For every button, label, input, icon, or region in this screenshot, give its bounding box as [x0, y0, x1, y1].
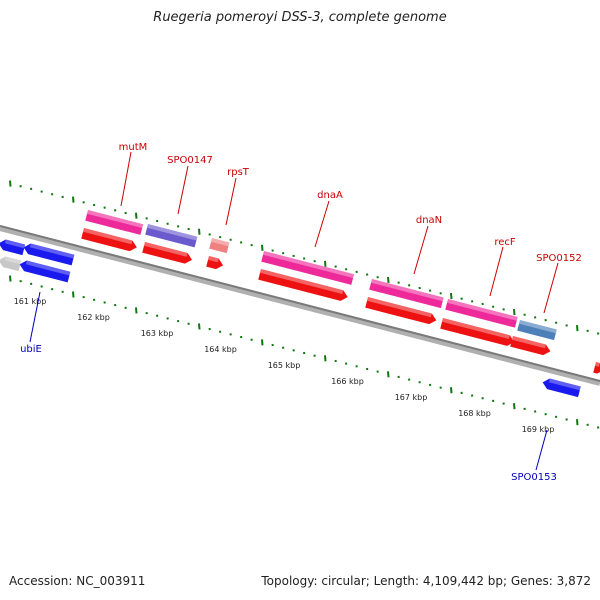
- major-tick: [9, 180, 12, 187]
- cds-arrow: [258, 269, 348, 301]
- cds-arrow: [206, 256, 224, 270]
- gene-feature-rpsT: [209, 238, 230, 254]
- major-tick: [513, 308, 516, 316]
- gene-feature-mutM: [85, 210, 144, 235]
- scale-tick-label: 167 kbp: [395, 393, 428, 402]
- genome-summary-text: Topology: circular; Length: 4,109,442 bp…: [261, 574, 591, 588]
- major-tick: [135, 307, 138, 314]
- scale-tick-label: 165 kbp: [268, 361, 301, 370]
- accession-text: Accession: NC_003911: [9, 574, 146, 588]
- major-tick: [324, 260, 327, 267]
- gene-label: dnaN: [416, 215, 442, 226]
- major-tick: [198, 228, 201, 235]
- major-tick: [261, 244, 264, 251]
- map-title: Ruegeria pomeroyi DSS-3, complete genome: [153, 10, 447, 25]
- major-tick: [261, 339, 264, 346]
- major-tick: [450, 387, 453, 394]
- major-tick: [450, 292, 453, 300]
- major-tick: [576, 325, 579, 332]
- cds-arrow: [510, 336, 551, 356]
- scale-tick-label: 161 kbp: [14, 297, 47, 306]
- leader-line-ubiE: [29, 291, 41, 343]
- major-tick: [513, 403, 516, 410]
- leader-line-dnaA: [314, 200, 330, 248]
- cds-arrow: [142, 242, 193, 264]
- major-tick: [387, 371, 390, 378]
- scale-tick-label: 164 kbp: [204, 345, 237, 354]
- leader-line-mutM: [120, 151, 132, 207]
- inner-tick-track: [9, 275, 600, 429]
- leader-line-SPO0147: [177, 165, 189, 215]
- major-tick: [9, 275, 12, 282]
- gene-feature-dnaN: [369, 279, 444, 309]
- cds-arrow: [365, 297, 437, 325]
- major-tick: [135, 212, 138, 219]
- gene-feature-SPO0147: [145, 224, 198, 248]
- reverse-feature: [0, 256, 22, 272]
- scale-tick-label: 166 kbp: [331, 377, 364, 386]
- leader-line-rpsT: [225, 177, 237, 226]
- cds-arrow: [593, 362, 600, 374]
- gene-labels: mutM SPO0147 rpsT dnaA dnaN recF SPO0152…: [20, 142, 582, 483]
- feature-track: [0, 210, 600, 398]
- gene-label: SPO0153: [511, 472, 557, 483]
- leader-line-dnaN: [413, 225, 429, 275]
- scale-tick-label: 162 kbp: [77, 313, 110, 322]
- gene-label: ubiE: [20, 344, 42, 355]
- reverse-feature: [0, 239, 26, 256]
- major-tick: [576, 419, 579, 426]
- major-tick: [198, 323, 201, 330]
- gene-feature-dnaA: [261, 251, 355, 285]
- gene-feature-recF: [445, 299, 518, 328]
- major-tick: [387, 276, 390, 284]
- backbone: [0, 225, 600, 386]
- leader-line-recF: [489, 246, 504, 297]
- gene-label: dnaA: [317, 190, 343, 201]
- leader-line-SPO0153: [535, 429, 548, 471]
- scale-tick-label: 169 kbp: [522, 425, 555, 434]
- gene-label-lines: [29, 151, 559, 471]
- scale-labels: 161 kbp 162 kbp 163 kbp 164 kbp 165 kbp 166 k…: [14, 297, 555, 434]
- gene-label: mutM: [119, 142, 148, 153]
- gene-label: rpsT: [227, 167, 250, 178]
- cds-arrow: [440, 318, 515, 346]
- gene-feature-SPO0152: [517, 320, 557, 341]
- major-tick: [72, 196, 75, 203]
- reverse-feature: [23, 243, 75, 266]
- outer-tick-track: [9, 180, 600, 335]
- gene-label: SPO0147: [167, 155, 213, 166]
- major-tick: [324, 355, 327, 362]
- gene-label: SPO0152: [536, 253, 582, 264]
- gene-label: recF: [494, 237, 516, 248]
- cds-arrow: [81, 228, 137, 252]
- reverse-feature-ubiE: [19, 260, 71, 283]
- leader-line-SPO0152: [543, 262, 559, 314]
- reverse-feature-SPO0153: [542, 378, 581, 398]
- scale-tick-label: 168 kbp: [458, 409, 491, 418]
- scale-tick-label: 163 kbp: [141, 329, 174, 338]
- major-tick: [72, 291, 75, 298]
